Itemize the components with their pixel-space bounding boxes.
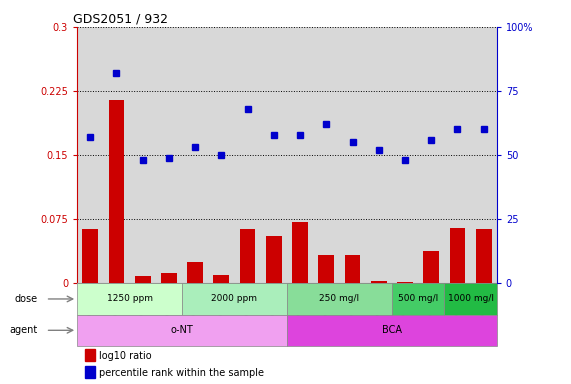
Bar <box>397 281 413 283</box>
Bar <box>292 222 308 283</box>
Bar <box>82 230 98 283</box>
Bar <box>86 366 95 379</box>
Bar <box>108 99 124 283</box>
Bar <box>444 283 497 314</box>
Bar <box>77 27 103 283</box>
Bar <box>214 275 229 283</box>
Bar <box>449 228 465 283</box>
Bar <box>423 251 439 283</box>
Bar <box>187 262 203 283</box>
Bar <box>86 349 95 361</box>
Text: o-NT: o-NT <box>171 325 194 335</box>
Bar <box>345 255 360 283</box>
Bar <box>135 276 151 283</box>
Bar <box>319 255 334 283</box>
Bar <box>266 236 282 283</box>
Bar <box>240 230 255 283</box>
Text: 500 mg/l: 500 mg/l <box>398 295 438 303</box>
Text: log10 ratio: log10 ratio <box>99 351 151 361</box>
Bar <box>156 27 182 283</box>
Bar <box>287 27 313 283</box>
Text: 2000 ppm: 2000 ppm <box>211 295 258 303</box>
Bar <box>161 273 177 283</box>
Text: 1000 mg/l: 1000 mg/l <box>448 295 493 303</box>
Text: 250 mg/l: 250 mg/l <box>319 295 360 303</box>
Bar <box>476 230 492 283</box>
Bar <box>261 27 287 283</box>
Text: agent: agent <box>10 325 38 335</box>
Text: dose: dose <box>15 294 38 304</box>
Text: percentile rank within the sample: percentile rank within the sample <box>99 367 264 377</box>
Bar <box>103 27 130 283</box>
Bar <box>182 283 287 314</box>
Text: 1250 ppm: 1250 ppm <box>107 295 152 303</box>
Bar <box>392 27 418 283</box>
Bar <box>77 314 287 346</box>
Bar <box>471 27 497 283</box>
Bar <box>339 27 365 283</box>
Text: GDS2051 / 932: GDS2051 / 932 <box>73 13 168 26</box>
Bar <box>313 27 339 283</box>
Bar <box>208 27 235 283</box>
Bar <box>418 27 444 283</box>
Bar <box>235 27 261 283</box>
Bar <box>130 27 156 283</box>
Bar <box>287 283 392 314</box>
Bar <box>392 283 444 314</box>
Bar <box>365 27 392 283</box>
Bar <box>182 27 208 283</box>
Bar <box>371 281 387 283</box>
Bar <box>287 314 497 346</box>
Text: BCA: BCA <box>382 325 402 335</box>
Bar <box>77 283 182 314</box>
Bar <box>444 27 471 283</box>
